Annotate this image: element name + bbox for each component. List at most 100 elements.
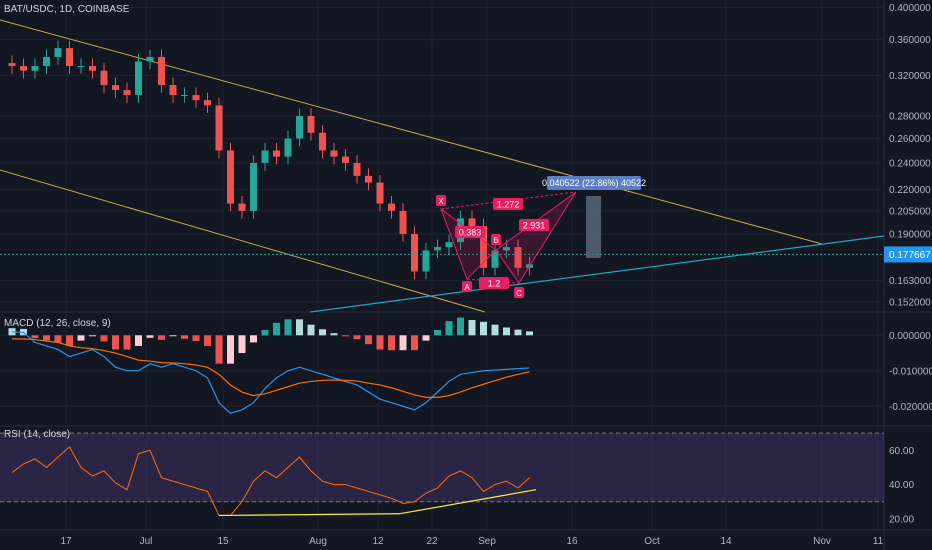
- pattern-point-badge: [491, 234, 501, 245]
- macd-histogram-bar: [376, 335, 384, 350]
- pattern-point-label: X: [438, 197, 444, 206]
- candle-body: [181, 95, 188, 97]
- macd-histogram-bar: [158, 335, 165, 340]
- candle-body: [66, 48, 73, 67]
- price-tick-label: 0.190000: [889, 229, 931, 240]
- macd-tick-label: 0.000000: [889, 331, 931, 342]
- time-tick-label: Aug: [309, 536, 327, 547]
- candle-body: [169, 85, 177, 96]
- candle-body: [135, 61, 142, 96]
- candle-body: [307, 116, 315, 133]
- price-tick-label: 0.400000: [889, 3, 931, 14]
- time-tick-label: Oct: [644, 536, 660, 547]
- candle-body: [100, 70, 108, 86]
- pattern-ratio-label: 1.2: [488, 279, 501, 289]
- time-tick-label: Sep: [478, 536, 496, 547]
- macd-tick-label: -0.010000: [889, 366, 932, 377]
- macd-histogram-bar: [296, 319, 303, 336]
- candle-body: [514, 247, 522, 268]
- pattern-ratio-badge: [493, 198, 523, 210]
- macd-histogram-bar: [353, 335, 361, 340]
- pattern-point-badge: [436, 195, 446, 206]
- pattern-ratio-badge: [479, 277, 509, 289]
- macd-histogram-bar: [181, 335, 188, 339]
- time-tick-label: 11: [873, 536, 884, 547]
- candle-body: [468, 218, 476, 227]
- candle-body: [296, 116, 303, 139]
- macd-histogram-bar: [365, 335, 372, 345]
- price-tick-label: 0.163000: [889, 276, 931, 287]
- price-tick-label: 0.320000: [889, 71, 931, 82]
- candle-body: [399, 210, 407, 234]
- pattern-point-badge: [462, 281, 472, 292]
- signal-line: [12, 338, 530, 398]
- macd-histogram-bar: [480, 321, 487, 336]
- rsi-divergence-line: [218, 513, 401, 517]
- macd-histogram-bar: [503, 327, 510, 336]
- macd-histogram-bar: [31, 335, 39, 339]
- macd-histogram-bar: [192, 335, 200, 341]
- candle-body: [376, 182, 384, 204]
- price-tick-label: 0.240000: [889, 158, 931, 169]
- candle-body: [43, 56, 50, 67]
- measure-label: 0.040522 (22.86%) 40522: [542, 178, 646, 188]
- time-tick-label: 16: [566, 536, 578, 547]
- pattern-ratio-label: 1.272: [497, 200, 520, 210]
- macd-histogram-bar: [457, 317, 464, 336]
- time-tick-label: 12: [372, 536, 384, 547]
- price-tick-label: 0.280000: [889, 112, 931, 123]
- candle-body: [503, 247, 510, 251]
- pattern-ratio-badge: [519, 219, 549, 231]
- macd-title: MACD (12, 26, close, 9): [4, 318, 111, 329]
- candle-body: [422, 250, 430, 272]
- macd-histogram-bar: [112, 335, 119, 350]
- candle-body: [411, 233, 418, 272]
- rsi-tick-label: 60.00: [889, 446, 914, 457]
- candle-body: [491, 250, 499, 268]
- macd-histogram-bar: [123, 335, 131, 350]
- time-tick-label: Jul: [140, 536, 153, 547]
- candle-body: [31, 66, 39, 71]
- candle-body: [192, 95, 200, 101]
- chart-symbol-title: BAT/USDC, 1D, COINBASE: [4, 4, 130, 15]
- rsi-tick-label: 20.00: [889, 514, 914, 525]
- candle-body: [319, 132, 326, 151]
- candle-body: [273, 150, 280, 157]
- candle-body: [238, 203, 246, 211]
- macd-histogram-bar: [388, 335, 395, 351]
- macd-histogram-bar: [491, 324, 499, 336]
- macd-histogram-bar: [434, 329, 441, 336]
- support-line: [309, 235, 885, 313]
- macd-histogram-bar: [227, 335, 234, 364]
- price-tick-label: 0.220000: [889, 185, 931, 196]
- macd-histogram-bar: [100, 335, 108, 342]
- price-tick-label: 0.260000: [889, 134, 931, 145]
- macd-histogram-bar: [514, 329, 522, 336]
- candle-body: [480, 226, 487, 268]
- macd-histogram-bar: [89, 335, 96, 337]
- time-tick-label: 14: [720, 536, 732, 547]
- candle-body: [365, 175, 372, 183]
- candle-body: [284, 138, 292, 157]
- macd-histogram-bar: [169, 335, 177, 337]
- last-price-badge: [884, 246, 932, 263]
- time-tick-label: 15: [217, 536, 229, 547]
- macd-histogram-bar: [422, 335, 430, 341]
- time-tick-label: 17: [60, 536, 72, 547]
- pattern-point-badge: [514, 287, 524, 298]
- macd-histogram-bar: [250, 335, 257, 343]
- macd-histogram-bar: [307, 324, 315, 336]
- macd-histogram-bar: [238, 335, 246, 354]
- candle-body: [112, 85, 119, 91]
- measure-label-bg: [547, 176, 641, 190]
- candle-body: [8, 63, 16, 67]
- price-tick-label: 0.360000: [889, 35, 931, 46]
- candle-body: [215, 105, 223, 151]
- rsi-line: [11, 446, 530, 516]
- pattern-ratio-label: 2.931: [523, 221, 546, 231]
- pattern-point-label: B: [493, 236, 498, 245]
- macd-histogram-bar: [330, 333, 338, 336]
- rsi-band: [0, 433, 884, 502]
- rsi-title: RSI (14, close): [4, 429, 70, 440]
- candle-body: [204, 100, 211, 106]
